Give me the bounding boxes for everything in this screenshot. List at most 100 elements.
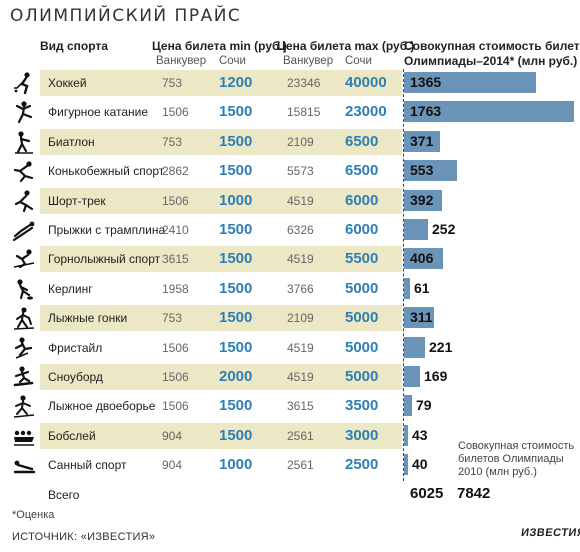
table-row: Фигурное катание 1506 1500 15815 23000 (0, 99, 402, 125)
ski-jumping-icon (12, 218, 36, 242)
vancouver-min-price: 904 (162, 458, 183, 472)
vancouver-min-price: 753 (162, 135, 183, 149)
header-total-line2: Олимпиады–2014* (млн руб.) (404, 54, 578, 68)
chart-title: ОЛИМПИЙСКИЙ ПРАЙС (10, 6, 242, 26)
total-bar (404, 248, 443, 269)
total-bar (404, 131, 440, 152)
total-2014: 6025 (410, 485, 444, 502)
vancouver-min-price: 1506 (162, 370, 189, 384)
total-bar-label: 1365 (410, 74, 442, 90)
alpine-skiing-icon (12, 247, 36, 271)
sochi-max-price: 3500 (345, 397, 379, 414)
nordic-combined-icon (12, 394, 36, 418)
vancouver-min-price: 1506 (162, 341, 189, 355)
sport-name: Горнолыжный спорт (48, 252, 161, 266)
short-track-icon (12, 189, 36, 213)
sochi-max-price: 5000 (345, 280, 379, 297)
total-bar (404, 454, 408, 475)
subheader-sochi-min: Сочи (219, 55, 246, 67)
vancouver-max-price: 2561 (287, 458, 314, 472)
sochi-min-price: 1000 (219, 192, 253, 209)
snowboard-icon (12, 365, 36, 389)
total-bar (404, 160, 457, 181)
sochi-max-price: 3000 (345, 427, 379, 444)
brand-logo: ИЗВЕСТИЯ (520, 527, 580, 539)
hockey-icon (12, 71, 36, 95)
sport-name: Фигурное катание (48, 105, 149, 119)
vancouver-min-price: 753 (162, 76, 183, 90)
table-row: Хоккей 753 1200 23346 40000 (0, 70, 402, 96)
sochi-min-price: 1500 (219, 250, 253, 267)
total-bar (404, 278, 410, 299)
vancouver-min-price: 2862 (162, 164, 189, 178)
total-bar (404, 337, 425, 358)
vancouver-min-price: 753 (162, 311, 183, 325)
table-row: Лыжные гонки 753 1500 2109 5000 (0, 305, 402, 331)
vancouver-max-price: 5573 (287, 164, 314, 178)
total-bar (404, 101, 574, 122)
table-row: Прыжки с трамплина 2410 1500 6326 6000 (0, 217, 402, 243)
subheader-vancouver-min: Ванкувер (156, 55, 207, 67)
sochi-min-price: 1500 (219, 103, 253, 120)
sport-name: Биатлон (48, 135, 95, 149)
bobsleigh-icon (12, 424, 36, 448)
sochi-min-price: 2000 (219, 368, 253, 385)
sport-name: Конькобежный спорт (48, 164, 165, 178)
total-bar-label: 79 (416, 397, 432, 413)
total-bar-label: 43 (412, 427, 428, 443)
header-sport: Вид спорта (40, 39, 108, 53)
sochi-min-price: 1500 (219, 221, 253, 238)
sport-name: Хоккей (48, 76, 87, 90)
total-bar (404, 395, 412, 416)
table-row: Биатлон 753 1500 2109 6500 (0, 129, 402, 155)
luge-icon (12, 453, 36, 477)
table-row: Керлинг 1958 1500 3766 5000 (0, 276, 402, 302)
sochi-min-price: 1500 (219, 397, 253, 414)
vancouver-max-price: 23346 (287, 76, 321, 90)
source-credit: ИСТОЧНИК: «ИЗВЕСТИЯ» (12, 531, 156, 543)
vancouver-max-price: 6326 (287, 223, 314, 237)
row-band (40, 188, 402, 214)
speed-skating-icon (12, 159, 36, 183)
total-bar-label: 311 (410, 309, 433, 325)
sochi-min-price: 1500 (219, 309, 253, 326)
sochi-min-price: 1500 (219, 133, 253, 150)
curling-icon (12, 277, 36, 301)
total-bar (404, 190, 442, 211)
vancouver-max-price: 15815 (287, 105, 321, 119)
total-bar-label: 169 (424, 368, 448, 384)
total-bar-label: 252 (432, 221, 456, 237)
table-row: Лыжное двоеборье 1506 1500 3615 3500 (0, 393, 402, 419)
sochi-max-price: 6000 (345, 192, 379, 209)
sochi-min-price: 1500 (219, 427, 253, 444)
sochi-min-price: 1200 (219, 74, 253, 91)
total-label: Всего (48, 488, 80, 502)
sport-name: Керлинг (48, 282, 93, 296)
total-bar-label: 221 (429, 339, 453, 355)
sport-name: Фристайл (48, 341, 103, 355)
total-bar (404, 307, 434, 328)
vancouver-min-price: 3615 (162, 252, 189, 266)
header-min-price: Цена билета min (руб.) (152, 39, 287, 53)
figure-skating-icon (12, 100, 36, 124)
table-row: Фристайл 1506 1500 4519 5000 (0, 335, 402, 361)
subheader-sochi-max: Сочи (345, 55, 372, 67)
vancouver-min-price: 1506 (162, 105, 189, 119)
total-2010: 7842 (457, 485, 491, 502)
vancouver-min-price: 2410 (162, 223, 189, 237)
freestyle-icon (12, 336, 36, 360)
vancouver-max-price: 3615 (287, 399, 314, 413)
row-band (40, 305, 402, 331)
table-row: Шорт-трек 1506 1000 4519 6000 (0, 188, 402, 214)
sochi-max-price: 6500 (345, 162, 379, 179)
table-row: Бобслей 904 1500 2561 3000 (0, 423, 402, 449)
table-row: Конькобежный спорт 2862 1500 5573 6500 (0, 158, 402, 184)
sochi-min-price: 1500 (219, 280, 253, 297)
note-2010: Совокупная стоимость билетов Олимпиады 2… (458, 440, 575, 478)
total-bar-label: 553 (410, 162, 434, 178)
sport-name: Прыжки с трамплина (48, 223, 166, 237)
total-bar (404, 219, 428, 240)
sport-name: Сноуборд (48, 370, 103, 384)
sochi-max-price: 6500 (345, 133, 379, 150)
table-row: Горнолыжный спорт 3615 1500 4519 5500 (0, 246, 402, 272)
